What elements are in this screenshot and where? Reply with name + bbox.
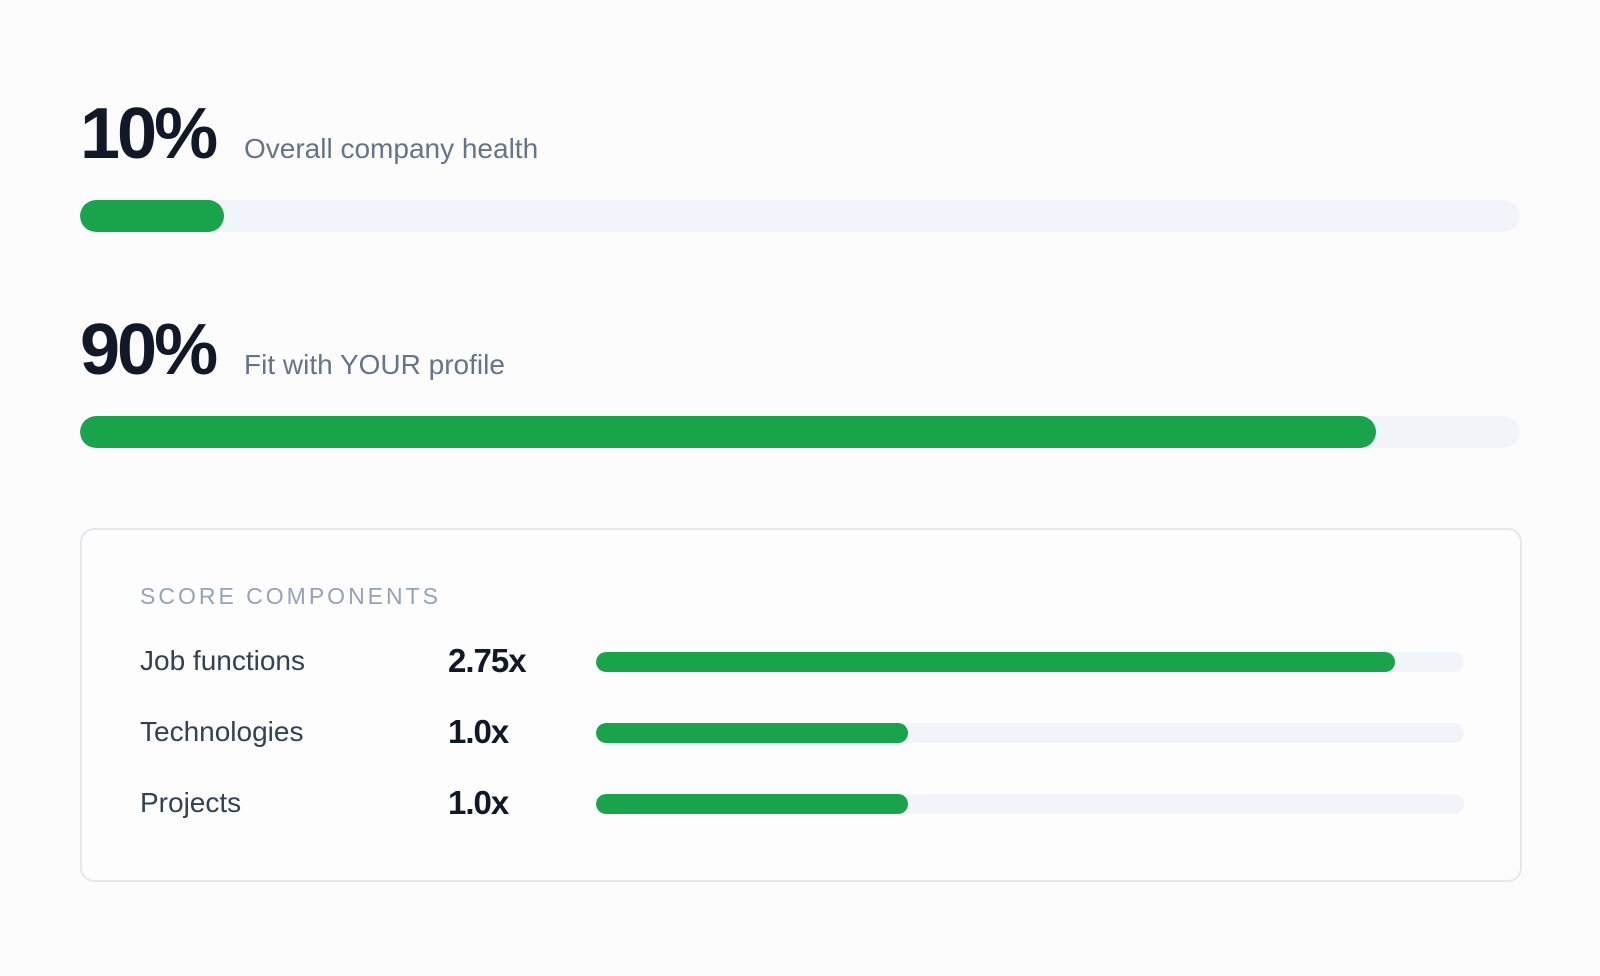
- score-component-row-projects: Projects 1.0x: [140, 782, 1464, 822]
- metric-header: 90% Fit with YOUR profile: [80, 308, 1520, 398]
- company-health-progress-fill: [80, 200, 224, 232]
- score-component-progress-fill: [596, 794, 909, 814]
- metric-header: 10% Overall company health: [80, 92, 1520, 182]
- score-component-multiplier: 1.0x: [448, 784, 509, 821]
- score-component-name: Projects: [140, 787, 242, 818]
- score-component-row-job-functions: Job functions 2.75x: [140, 640, 1464, 680]
- company-health-value: 10%: [80, 94, 218, 174]
- score-components-card: SCORE COMPONENTS Job functions 2.75x Tec…: [80, 528, 1522, 882]
- profile-fit-progress-fill: [80, 416, 1376, 448]
- company-health-label: Overall company health: [244, 133, 539, 164]
- profile-fit-metric: 90% Fit with YOUR profile: [80, 308, 1520, 448]
- profile-fit-value: 90%: [80, 310, 218, 390]
- company-health-metric: 10% Overall company health: [80, 92, 1520, 232]
- score-component-progress-track: [596, 652, 1464, 672]
- profile-fit-label: Fit with YOUR profile: [244, 349, 505, 380]
- score-component-name: Technologies: [140, 716, 304, 747]
- score-component-name: Job functions: [140, 645, 305, 676]
- score-component-progress-fill: [596, 652, 1395, 672]
- score-component-multiplier: 1.0x: [448, 713, 509, 750]
- score-component-row-technologies: Technologies 1.0x: [140, 711, 1464, 751]
- score-component-multiplier: 2.75x: [448, 642, 527, 679]
- score-component-progress-track: [596, 723, 1464, 743]
- score-component-progress-track: [596, 794, 1464, 814]
- profile-fit-progress-track: [80, 416, 1520, 448]
- score-components-title: SCORE COMPONENTS: [140, 583, 442, 609]
- score-component-progress-fill: [596, 723, 909, 743]
- company-health-progress-track: [80, 200, 1520, 232]
